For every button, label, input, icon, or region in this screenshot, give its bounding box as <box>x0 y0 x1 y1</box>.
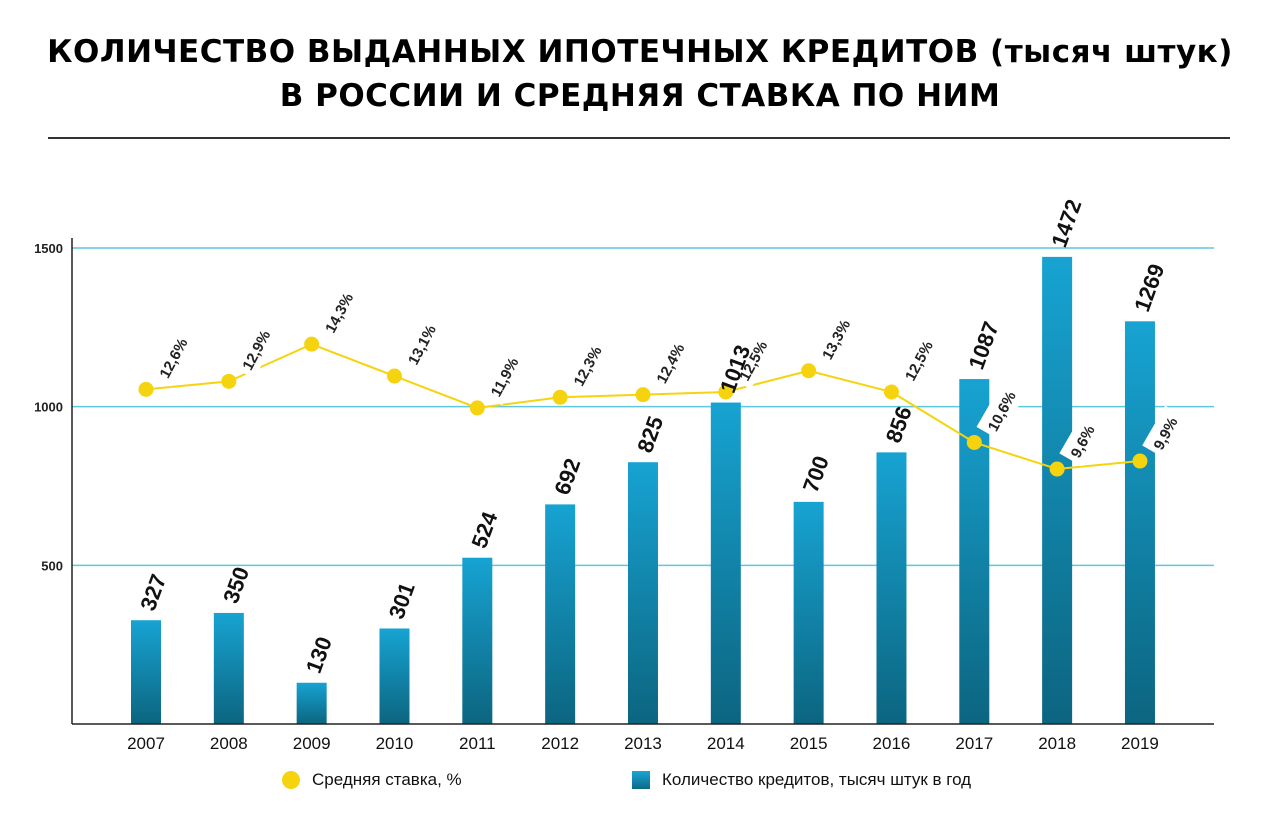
rate-point <box>635 387 651 403</box>
rate-point <box>801 363 817 379</box>
rate-label-halo <box>562 341 608 395</box>
x-tick-label: 2012 <box>541 734 579 753</box>
rate-line-series <box>138 288 1188 477</box>
x-tick-label: 2017 <box>955 734 993 753</box>
bar <box>296 682 327 724</box>
count-legend-marker <box>632 771 650 789</box>
legend-count: Количество кредитов, тысяч штук в год <box>632 768 971 792</box>
bar <box>710 402 741 724</box>
bar-value-label: 1269 <box>1129 260 1169 315</box>
data-labels: 327 3501303015246928251013700856108714721… <box>135 196 1181 676</box>
legend-rate: Средняя ставка, % <box>282 768 462 792</box>
bar-value-label: 692 <box>549 455 585 498</box>
rate-point <box>386 368 402 384</box>
rate-label-halo <box>1142 405 1188 459</box>
y-tick-label: 1000 <box>34 400 63 415</box>
x-tick-label: 2019 <box>1121 734 1159 753</box>
rate-point <box>883 384 899 400</box>
x-tick-label: 2018 <box>1038 734 1076 753</box>
y-tick-label: 500 <box>41 558 63 573</box>
rate-label-halo <box>1059 413 1105 467</box>
x-tick-label: 2015 <box>790 734 828 753</box>
rate-label-halo <box>231 325 277 379</box>
rate-point <box>304 336 320 352</box>
bar <box>1042 256 1073 724</box>
rate-legend-label: Средняя ставка, % <box>312 770 462 789</box>
x-tick-label: 2010 <box>376 734 414 753</box>
bar <box>131 620 161 724</box>
bar-value-label: 825 <box>632 413 668 456</box>
rate-point <box>966 434 982 450</box>
rate-point <box>552 389 568 405</box>
rate-legend-marker <box>282 771 300 789</box>
bar-value-label: 130 <box>301 633 337 676</box>
x-tick-label: 2016 <box>873 734 911 753</box>
bar-value-label: 524 <box>467 508 503 552</box>
rate-point <box>718 384 734 400</box>
bar <box>1124 321 1155 724</box>
rate-point <box>1049 461 1065 477</box>
bar <box>545 504 576 724</box>
bar <box>213 612 244 724</box>
bar-value-label: 1472 <box>1046 196 1086 251</box>
rate-label-halo <box>479 352 526 406</box>
rate-point <box>221 373 237 389</box>
bar-value-label: 700 <box>798 453 834 496</box>
x-tick-label: 2014 <box>707 734 745 753</box>
rate-label-halo <box>810 315 857 369</box>
bar <box>793 501 824 724</box>
rate-label-halo <box>728 336 774 390</box>
rate-point <box>469 400 485 416</box>
rate-label-halo <box>396 320 443 374</box>
grid-lines: 500 1000 1500 <box>34 241 1214 573</box>
x-tick-label: 2009 <box>293 734 331 753</box>
rate-label-halo <box>893 336 940 390</box>
x-tick-label: 2007 <box>127 734 165 753</box>
bar <box>379 628 410 724</box>
rate-label-halo <box>313 288 360 342</box>
x-tick-label: 2011 <box>459 734 496 753</box>
rate-label-halo <box>645 339 691 393</box>
count-legend-label: Количество кредитов, тысяч штук в год <box>662 770 972 789</box>
chart-title-line-1: КОЛИЧЕСТВО ВЫДАННЫХ ИПОТЕЧНЫХ КРЕДИТОВ (… <box>47 34 1233 70</box>
x-tick-label: 2008 <box>210 734 248 753</box>
rate-point <box>138 381 154 397</box>
bar-series <box>131 256 1155 724</box>
bar <box>876 452 907 724</box>
title-divider <box>48 137 1230 139</box>
axes: 2007 2008 2009 2010 2011 2012 2013 2014 2015 2016… <box>71 238 1214 753</box>
rate-label-halo <box>976 387 1023 440</box>
bar-value-label: 327 <box>135 571 171 614</box>
bar-value-label: 1087 <box>964 318 1004 373</box>
rate-label-halo <box>148 333 194 387</box>
chart-title: КОЛИЧЕСТВО ВЫДАННЫХ ИПОТЕЧНЫХ КРЕДИТОВ (… <box>0 30 1280 118</box>
y-tick-label: 1500 <box>34 241 63 256</box>
chart-title-line-2: В РОССИИ И СРЕДНЯЯ СТАВКА ПО НИМ <box>279 78 1001 114</box>
bar-value-label: 856 <box>881 403 917 446</box>
bar <box>627 462 658 724</box>
bar-value-label: 301 <box>384 579 420 622</box>
rate-point <box>1132 453 1148 469</box>
bar-value-label: 350 <box>218 564 254 607</box>
bar <box>462 557 493 724</box>
x-tick-label: 2013 <box>624 734 662 753</box>
